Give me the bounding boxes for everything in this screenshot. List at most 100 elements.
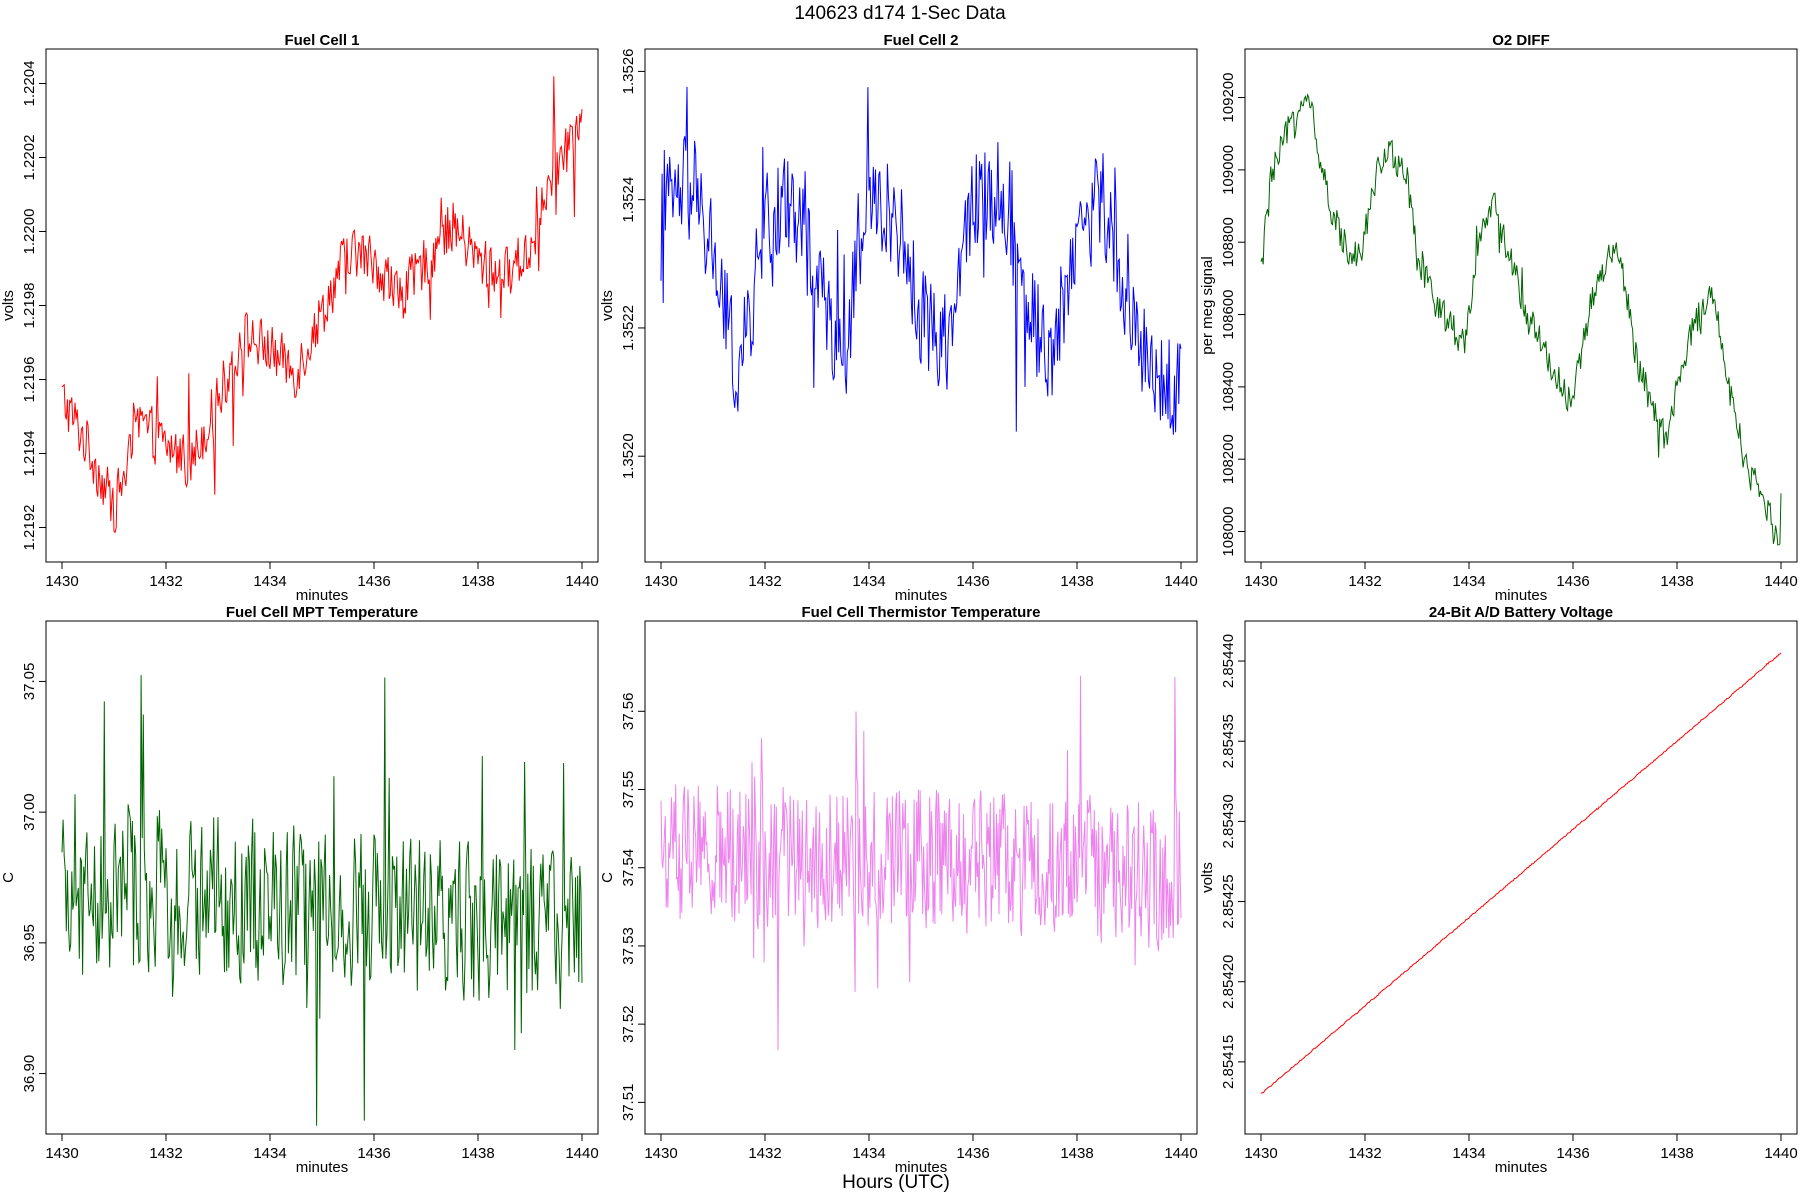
plot-frame <box>1244 48 1798 563</box>
y-tick-label: 108000 <box>1220 507 1237 557</box>
x-tick-label: 1430 <box>45 1145 78 1162</box>
panel-2: Fuel Cell 2 1430 1432 1434 1436 1438 1440 minut… <box>599 32 1198 604</box>
panel-5: Fuel Cell Thermistor Temperature 1430 1432… <box>599 604 1198 1176</box>
y-tick-label: 109000 <box>1220 145 1237 195</box>
y-tick-label: 1.2196 <box>21 357 38 403</box>
x-tick-label: 1430 <box>1244 1145 1277 1162</box>
y-tick-label: 1.2192 <box>21 505 38 551</box>
y-tick-label: 1.3526 <box>620 48 637 94</box>
x-tick-label: 1440 <box>565 573 598 590</box>
x-tick-label: 1440 <box>565 1145 598 1162</box>
y-tick-label: 1.3522 <box>620 305 637 351</box>
y-tick-label: 1.3520 <box>620 433 637 479</box>
series-line <box>61 675 583 1126</box>
y-tick-label: 2.85425 <box>1220 874 1237 928</box>
panel-title: Fuel Cell 1 <box>284 32 359 49</box>
y-tick-label: 109200 <box>1220 73 1237 123</box>
plot-frame <box>644 48 1198 563</box>
x-tick-label: 1434 <box>852 573 885 590</box>
x-tick-label: 1438 <box>1660 1145 1693 1162</box>
x-axis-label: minutes <box>1495 1159 1548 1176</box>
y-axis-label: C <box>0 872 17 883</box>
x-tick-label: 1432 <box>149 1145 182 1162</box>
panel-4: Fuel Cell MPT Temperature 1430 1432 1434 143… <box>0 604 599 1176</box>
y-axis-label: volts <box>0 290 17 321</box>
panels: Fuel Cell 1 1430 1432 1434 1436 1438 1440 minut… <box>0 32 1798 1176</box>
x-axis-label: minutes <box>895 587 948 604</box>
panel-title: Fuel Cell 2 <box>883 32 958 49</box>
y-tick-label: 1.3524 <box>620 177 637 223</box>
plot-frame <box>45 620 599 1135</box>
x-tick-label: 1430 <box>1244 573 1277 590</box>
panel-6: 24-Bit A/D Battery Voltage 1430 1432 1434 14… <box>1199 604 1798 1176</box>
x-tick-label: 1432 <box>748 573 781 590</box>
x-axis-label: minutes <box>1495 587 1548 604</box>
x-tick-label: 1434 <box>253 1145 286 1162</box>
x-tick-label: 1430 <box>45 573 78 590</box>
panel-1: Fuel Cell 1 1430 1432 1434 1436 1438 1440 minut… <box>0 32 599 604</box>
x-tick-label: 1438 <box>461 573 494 590</box>
panel-title: O2 DIFF <box>1492 32 1550 49</box>
x-tick-label: 1440 <box>1764 1145 1797 1162</box>
x-tick-label: 1432 <box>1348 573 1381 590</box>
x-tick-label: 1436 <box>1556 1145 1589 1162</box>
y-axis-label: volts <box>599 290 616 321</box>
y-tick-label: 108800 <box>1220 217 1237 267</box>
x-tick-label: 1436 <box>357 573 390 590</box>
y-tick-label: 1.2204 <box>21 61 38 107</box>
x-tick-label: 1436 <box>956 1145 989 1162</box>
x-tick-label: 1438 <box>1660 573 1693 590</box>
x-tick-label: 1434 <box>1452 573 1485 590</box>
x-tick-label: 1438 <box>1060 1145 1093 1162</box>
x-tick-label: 1432 <box>149 573 182 590</box>
plot-frame <box>1244 620 1798 1135</box>
x-tick-label: 1438 <box>461 1145 494 1162</box>
y-tick-label: 1.2200 <box>21 209 38 255</box>
y-tick-label: 37.56 <box>620 693 637 731</box>
y-tick-label: 2.85435 <box>1220 714 1237 768</box>
y-tick-label: 1.2198 <box>21 283 38 329</box>
x-tick-label: 1432 <box>1348 1145 1381 1162</box>
y-tick-label: 37.55 <box>620 771 637 809</box>
y-tick-label: 2.85415 <box>1220 1035 1237 1089</box>
x-axis-label: minutes <box>296 1159 349 1176</box>
y-tick-label: 37.52 <box>620 1005 637 1043</box>
y-tick-label: 36.90 <box>21 1055 38 1093</box>
x-tick-label: 1438 <box>1060 573 1093 590</box>
plot-frame <box>644 620 1198 1135</box>
series-line <box>1260 652 1782 1094</box>
y-tick-label: 37.00 <box>21 793 38 831</box>
y-tick-label: 1.2202 <box>21 135 38 181</box>
x-tick-label: 1440 <box>1764 573 1797 590</box>
y-tick-label: 108200 <box>1220 434 1237 484</box>
y-tick-label: 108400 <box>1220 362 1237 412</box>
x-tick-label: 1440 <box>1164 573 1197 590</box>
x-tick-label: 1430 <box>644 1145 677 1162</box>
panel-3: O2 DIFF 1430 1432 1434 1436 1438 1440 minutes 10… <box>1199 32 1798 604</box>
x-axis-label: minutes <box>296 587 349 604</box>
series-line <box>660 675 1182 1051</box>
panel-title: Fuel Cell MPT Temperature <box>226 604 418 621</box>
x-tick-label: 1434 <box>852 1145 885 1162</box>
series-line <box>61 76 583 534</box>
y-tick-label: 2.85440 <box>1220 634 1237 688</box>
y-tick-label: 37.53 <box>620 927 637 965</box>
x-tick-label: 1440 <box>1164 1145 1197 1162</box>
panel-title: 24-Bit A/D Battery Voltage <box>1429 604 1613 621</box>
y-tick-label: 2.85420 <box>1220 955 1237 1009</box>
x-tick-label: 1436 <box>956 573 989 590</box>
x-tick-label: 1432 <box>748 1145 781 1162</box>
y-tick-label: 108600 <box>1220 290 1237 340</box>
y-tick-label: 37.54 <box>620 849 637 887</box>
panel-title: Fuel Cell Thermistor Temperature <box>802 604 1041 621</box>
y-axis-label: C <box>599 872 616 883</box>
y-tick-label: 2.85430 <box>1220 794 1237 848</box>
x-tick-label: 1434 <box>253 573 286 590</box>
y-tick-label: 37.51 <box>620 1084 637 1122</box>
x-tick-label: 1434 <box>1452 1145 1485 1162</box>
figure-title: 140623 d174 1-Sec Data <box>794 3 1006 24</box>
series-line <box>1260 93 1782 546</box>
y-axis-label: per meg signal <box>1199 256 1216 354</box>
series-line <box>660 86 1182 435</box>
